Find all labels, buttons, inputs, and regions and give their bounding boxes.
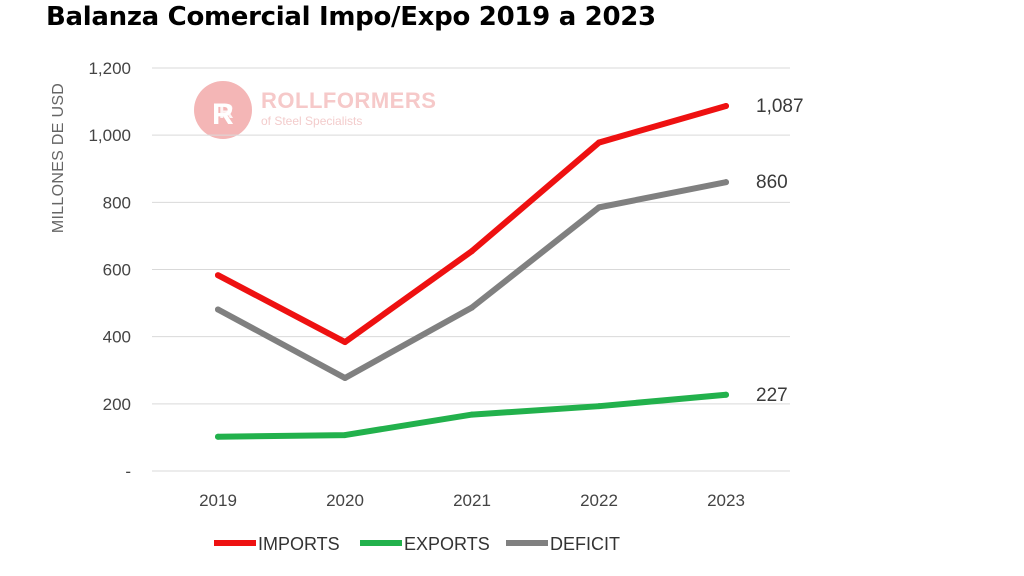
y-tick-label: 1,200	[88, 59, 131, 78]
watermark-name: ROLLFORMERS	[261, 88, 436, 113]
data-point-exports	[469, 411, 475, 418]
data-point-imports	[469, 248, 475, 255]
x-tick-label: 2020	[326, 491, 364, 510]
x-tick-label: 2022	[580, 491, 618, 510]
series-lines	[215, 102, 729, 440]
series-line-deficit	[215, 179, 729, 381]
y-axis-label: MILLONES DE USD	[50, 83, 67, 233]
data-point-deficit	[342, 374, 348, 381]
data-point-exports	[342, 432, 348, 439]
data-label-imports: 1,087	[756, 96, 804, 117]
data-point-exports	[215, 433, 221, 440]
legend-label-exports: EXPORTS	[404, 534, 490, 554]
data-labels: 1,087 227 860	[756, 96, 804, 406]
y-tick-label: 800	[103, 193, 131, 212]
data-point-deficit	[215, 306, 221, 313]
data-label-deficit: 860	[756, 172, 788, 193]
x-tick-label: 2019	[199, 491, 237, 510]
x-axis-ticks: 2019 2020 2021 2022 2023	[199, 491, 745, 510]
grid-lines	[152, 67, 790, 472]
y-axis-ticks: - 200 400 600 800 1,000 1,200	[88, 59, 131, 481]
data-point-imports	[723, 102, 729, 109]
data-point-imports	[215, 272, 221, 279]
data-point-exports	[596, 403, 602, 410]
data-point-imports	[596, 139, 602, 146]
watermark-tagline: of Steel Specialists	[261, 114, 362, 128]
watermark-seal-icon	[194, 81, 252, 139]
y-tick-label: 400	[103, 328, 131, 347]
y-tick-label: 1,000	[88, 126, 131, 145]
x-tick-label: 2021	[453, 491, 491, 510]
y-tick-label: 600	[103, 261, 131, 280]
page-title: Balanza Comercial Impo/Expo 2019 a 2023	[46, 2, 656, 32]
watermark-logo: R R ROLLFORMERS of Steel Specialists	[194, 81, 436, 139]
legend: IMPORTS EXPORTS DEFICIT	[214, 534, 620, 554]
data-point-deficit	[469, 304, 475, 311]
legend-label-deficit: DEFICIT	[550, 534, 620, 554]
data-point-deficit	[723, 179, 729, 186]
legend-label-imports: IMPORTS	[258, 534, 340, 554]
watermark-seal-letter-r1: R	[212, 98, 234, 131]
data-point-deficit	[596, 204, 602, 211]
x-tick-label: 2023	[707, 491, 745, 510]
y-tick-label: 200	[103, 395, 131, 414]
data-point-exports	[723, 391, 729, 398]
y-tick-label: -	[125, 462, 131, 481]
data-label-exports: 227	[756, 385, 788, 406]
watermark-seal-letter-r2: R	[219, 101, 234, 123]
data-point-imports	[342, 339, 348, 346]
